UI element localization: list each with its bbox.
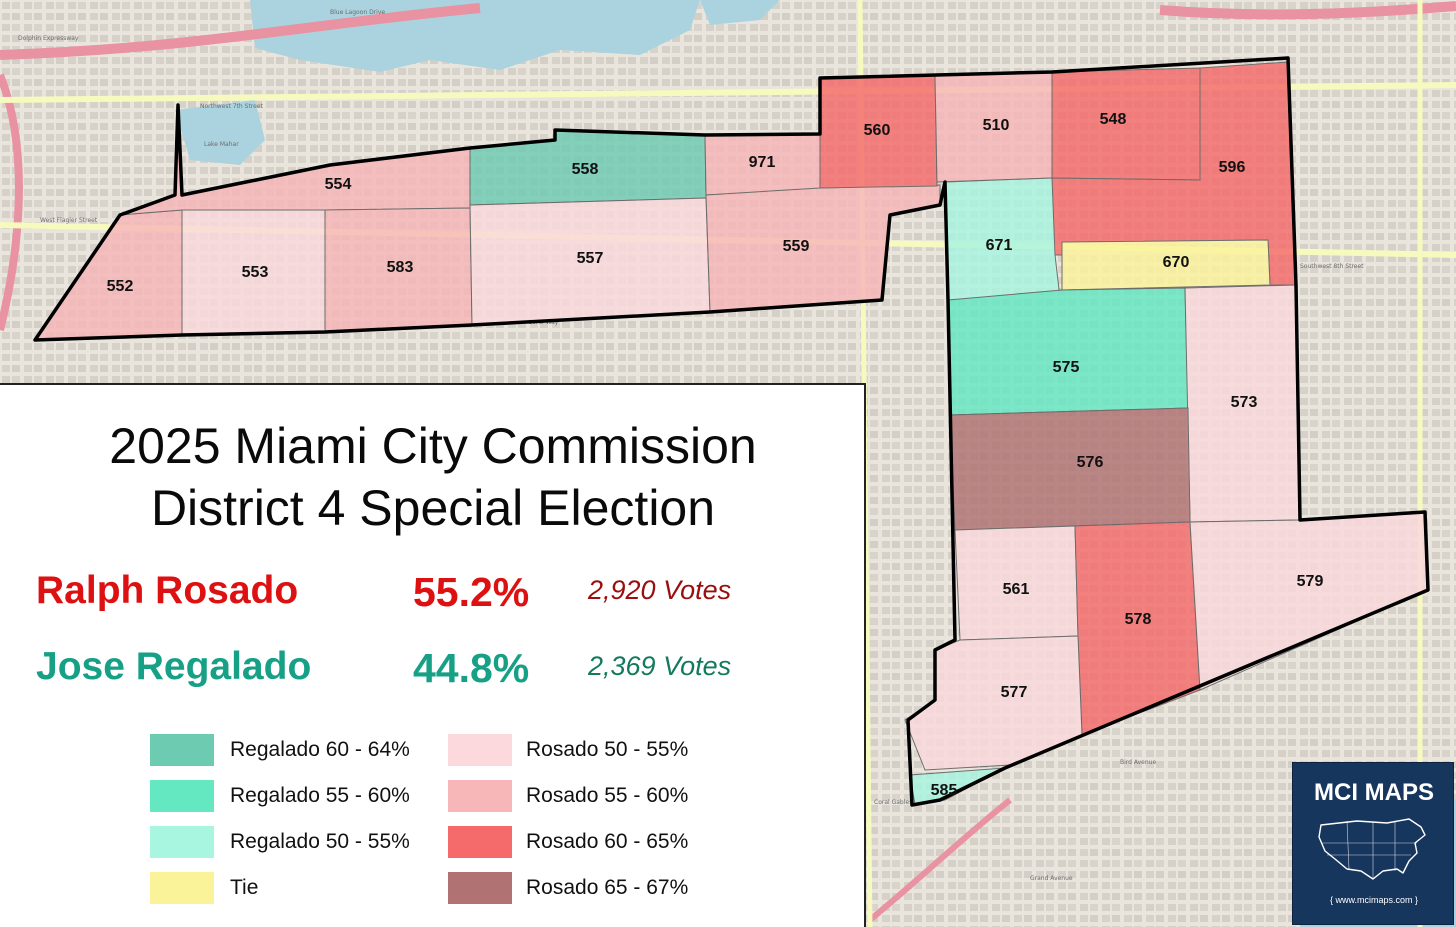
legend-swatch-tie	[150, 872, 214, 904]
precinct-label: 670	[1163, 254, 1190, 271]
candidate-rosado-votes: 2,920 Votes	[588, 575, 732, 605]
legend-swatch-rosado-60-65	[448, 826, 512, 858]
legend-swatch-rosado-65-67	[448, 872, 512, 904]
dolphin-expressway	[0, 3, 481, 60]
street-label: Bird Avenue	[1120, 759, 1156, 766]
legend-label: Rosado 50 - 55%	[526, 738, 689, 761]
candidate-regalado-pct: 44.8%	[413, 645, 530, 691]
precinct-label: 559	[783, 238, 810, 255]
legend-panel: 2025 Miami City Commission District 4 Sp…	[0, 383, 866, 927]
legend-swatch-rosado-50-55	[448, 734, 512, 766]
precinct-label: 577	[1001, 684, 1028, 701]
precinct-670	[1061, 239, 1271, 291]
precinct-label: 554	[325, 176, 352, 193]
legend-label: Rosado 60 - 65%	[526, 830, 689, 853]
precinct-label: 561	[1003, 581, 1030, 598]
precinct-label: 576	[1077, 454, 1104, 471]
precinct-label: 575	[1053, 359, 1080, 376]
precinct-576	[949, 407, 1191, 531]
precinct-label: 971	[749, 154, 776, 171]
legend-swatch-regalado-55-60	[150, 780, 214, 812]
precinct-label: 557	[577, 250, 604, 267]
precinct-label: 596	[1219, 159, 1246, 176]
us-map-icon	[1318, 818, 1426, 880]
legend-label: Rosado 55 - 60%	[526, 784, 689, 807]
precinct-label: 510	[983, 117, 1010, 134]
legend-swatch-regalado-50-55	[150, 826, 214, 858]
legend-label: Regalado 50 - 55%	[230, 830, 410, 853]
legend-label: Rosado 65 - 67%	[526, 876, 689, 899]
map-title-line-2: District 4 Special Election	[150, 480, 716, 536]
precinct-label: 573	[1231, 394, 1258, 411]
street-label: Blue Lagoon Drive	[330, 9, 385, 16]
precinct-label: 553	[242, 264, 269, 281]
highway-south	[868, 797, 1012, 923]
precinct-label: 558	[572, 161, 599, 178]
candidate-regalado-votes: 2,369 Votes	[588, 651, 732, 681]
precinct-585	[909, 767, 1006, 806]
precinct-575	[947, 287, 1189, 416]
precinct-label: 579	[1297, 573, 1324, 590]
precinct-label: 578	[1125, 611, 1152, 628]
candidate-rosado-pct: 55.2%	[413, 569, 530, 615]
logo-url: { www.mcimaps.com }	[1329, 895, 1419, 905]
candidate-rosado-name: Ralph Rosado	[36, 569, 299, 612]
street-label: West Flagler Street	[40, 217, 98, 224]
street-label: Southwest 8th Street	[1300, 263, 1364, 270]
mci-maps-logo: MCI MAPS { www.mcimaps.com }	[1292, 762, 1454, 925]
street-label: Lake Mahar	[204, 141, 239, 148]
precinct-label: 585	[931, 782, 958, 799]
highway-west	[0, 73, 23, 331]
street-label: Grand Avenue	[1030, 875, 1073, 882]
street-label: Northwest 7th Street	[200, 103, 264, 110]
street-label: Coral Gables	[874, 799, 912, 806]
legend-swatch-rosado-55-60	[448, 780, 512, 812]
precinct-label: 548	[1100, 111, 1127, 128]
legend-label: Regalado 60 - 64%	[230, 738, 410, 761]
street-label: Dolphin Expressway	[18, 35, 79, 42]
map-title-line-1: 2025 Miami City Commission	[109, 418, 757, 474]
candidate-regalado-name: Jose Regalado	[36, 645, 312, 688]
logo-title: MCI MAPS	[1314, 779, 1434, 806]
precinct-label: 560	[864, 122, 891, 139]
precinct-label: 583	[387, 259, 414, 276]
legend-label: Regalado 55 - 60%	[230, 784, 410, 807]
canal-water	[700, 0, 780, 25]
precinct-label: 552	[107, 278, 134, 295]
lake-mahar-water	[175, 100, 265, 165]
district-4-boundary	[33, 56, 1430, 807]
precinct-label: 671	[986, 237, 1013, 254]
legend-label: Tie	[230, 876, 259, 899]
legend-swatch-regalado-60-64	[150, 734, 214, 766]
